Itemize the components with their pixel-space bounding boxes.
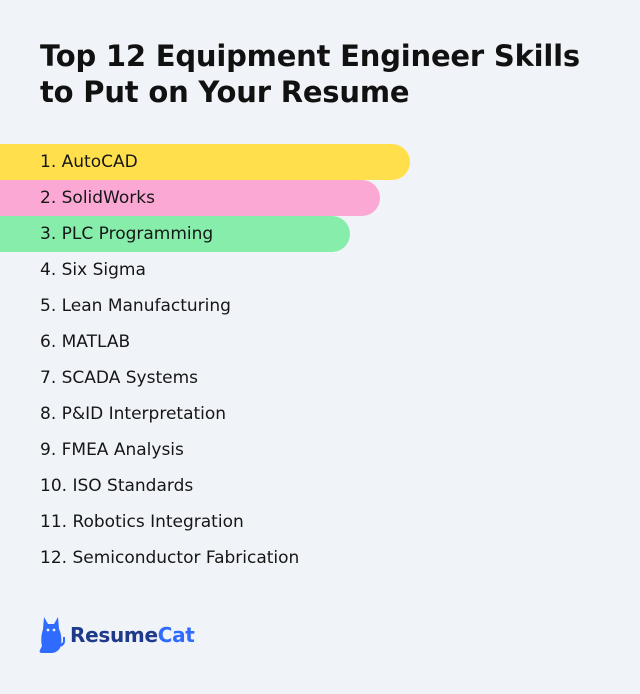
skill-item-11: 11. Robotics Integration	[0, 504, 640, 540]
skill-item-7: 7. SCADA Systems	[0, 360, 640, 396]
skill-label: 3. PLC Programming	[40, 224, 214, 244]
skills-list: 1. AutoCAD 2. SolidWorks 3. PLC Programm…	[0, 144, 640, 576]
page-title: Top 12 Equipment Engineer Skills to Put …	[40, 39, 580, 109]
highlight-bar	[0, 180, 380, 216]
cat-icon	[39, 617, 65, 653]
skill-label: 7. SCADA Systems	[40, 368, 198, 388]
skill-label: 8. P&ID Interpretation	[40, 404, 227, 424]
skill-label: 6. MATLAB	[40, 332, 131, 352]
skill-item-10: 10. ISO Standards	[0, 468, 640, 504]
skill-item-1: 1. AutoCAD	[0, 144, 640, 180]
skill-item-5: 5. Lean Manufacturing	[0, 288, 640, 324]
highlight-bar	[0, 216, 350, 252]
skill-label: 11. Robotics Integration	[40, 512, 244, 532]
skill-item-3: 3. PLC Programming	[0, 216, 640, 252]
skill-label: 10. ISO Standards	[40, 476, 194, 496]
skill-label: 12. Semiconductor Fabrication	[40, 548, 300, 568]
resumecat-logo[interactable]: ResumeCat	[38, 614, 195, 656]
skill-label: 5. Lean Manufacturing	[40, 296, 231, 316]
skill-item-4: 4. Six Sigma	[0, 252, 640, 288]
skill-label: 1. AutoCAD	[40, 152, 138, 172]
skill-item-2: 2. SolidWorks	[0, 180, 640, 216]
skill-item-9: 9. FMEA Analysis	[0, 432, 640, 468]
skill-item-6: 6. MATLAB	[0, 324, 640, 360]
skill-item-8: 8. P&ID Interpretation	[0, 396, 640, 432]
brand-name: ResumeCat	[70, 623, 195, 647]
brand-part-2: Cat	[157, 623, 195, 647]
skill-label: 4. Six Sigma	[40, 260, 146, 280]
highlight-bar	[0, 144, 410, 180]
skill-label: 9. FMEA Analysis	[40, 440, 184, 460]
skill-label: 2. SolidWorks	[40, 188, 155, 208]
brand-part-1: Resume	[70, 623, 158, 647]
skill-item-12: 12. Semiconductor Fabrication	[0, 540, 640, 576]
